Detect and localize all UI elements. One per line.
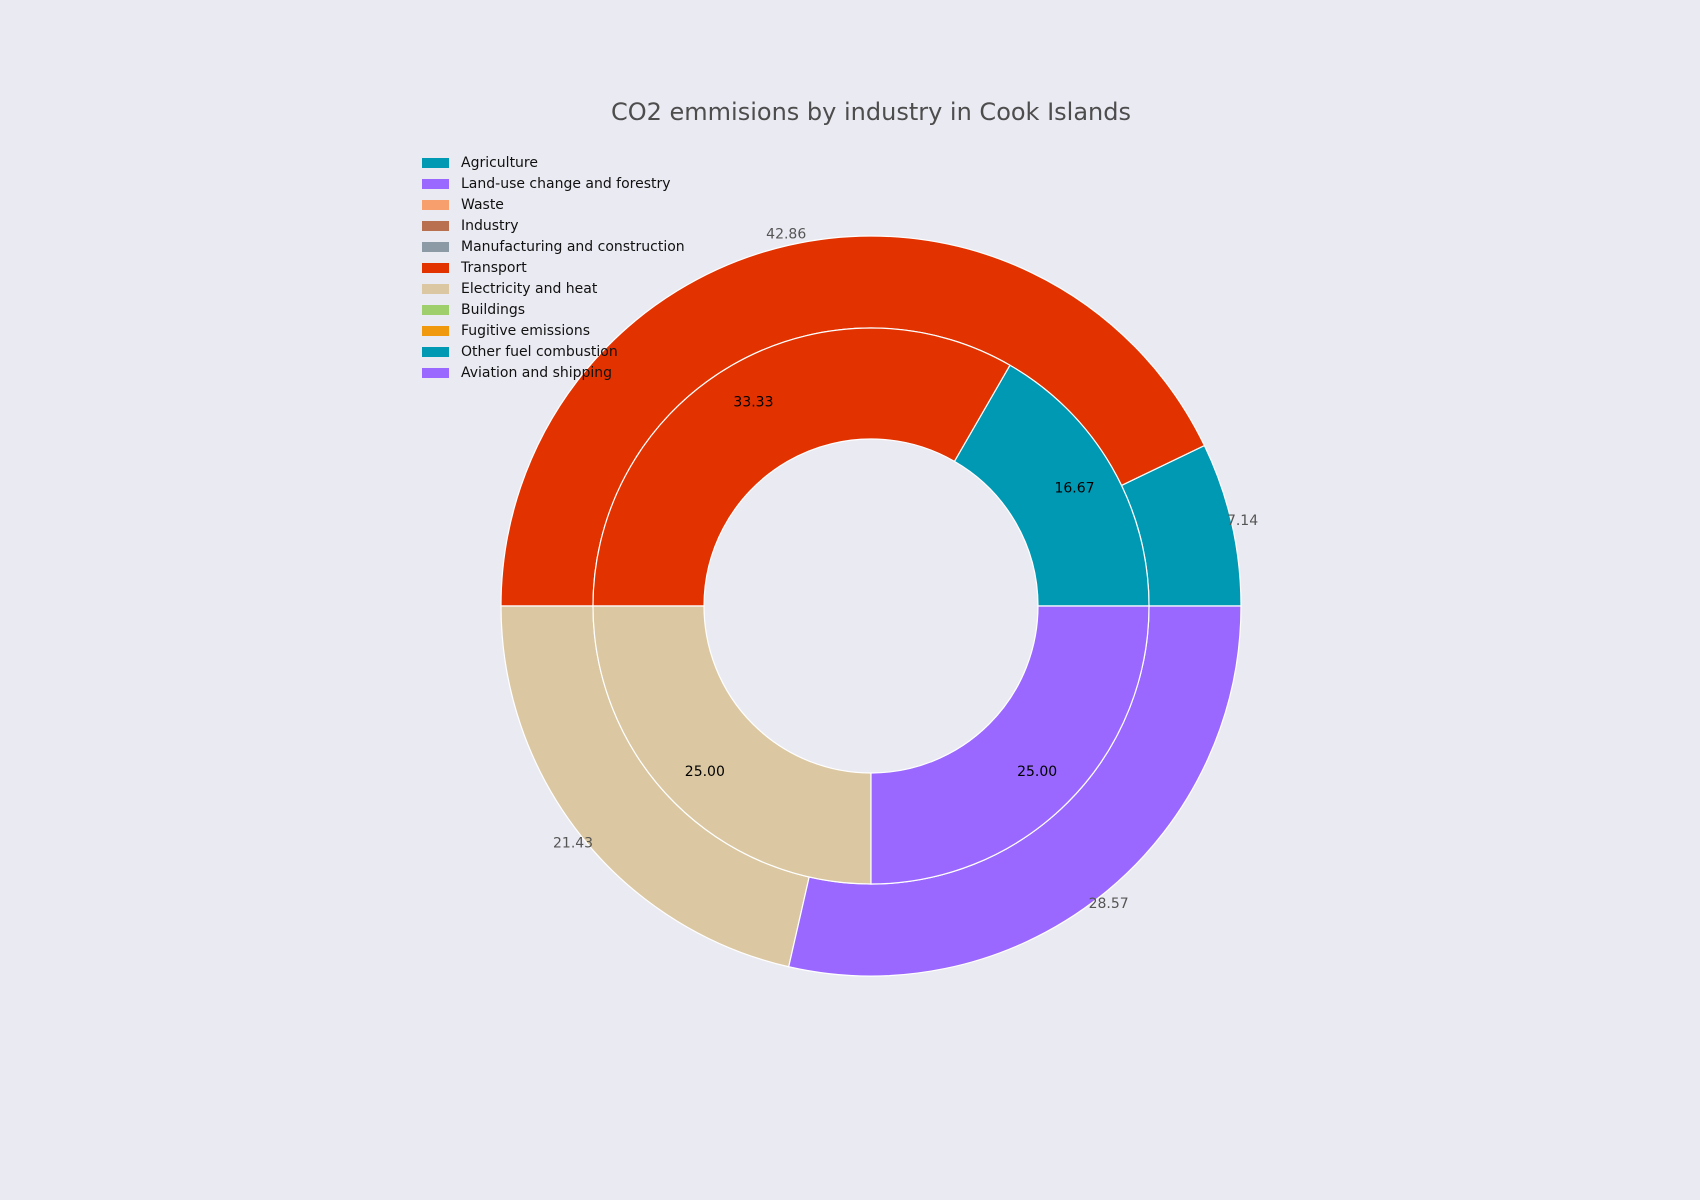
legend-label: Buildings <box>461 301 526 318</box>
outer-slice-label-3: 28.57 <box>1089 896 1129 912</box>
legend-swatch <box>422 304 449 315</box>
legend-label: Transport <box>461 259 527 276</box>
legend-label: Aviation and shipping <box>461 364 613 381</box>
legend-swatch <box>422 157 449 168</box>
legend-label: Fugitive emissions <box>461 322 591 339</box>
legend-swatch <box>422 346 449 357</box>
chart-title: CO2 emmisions by industry in Cook Island… <box>610 98 1131 126</box>
legend-label: Other fuel combustion <box>461 343 618 360</box>
outer-slice-label-1: 42.86 <box>766 226 806 242</box>
legend-label: Electricity and heat <box>461 280 598 297</box>
legend-swatch <box>422 325 449 336</box>
legend-item: Manufacturing and construction <box>422 236 685 257</box>
legend-label: Manufacturing and construction <box>461 238 685 255</box>
legend-label: Land-use change and forestry <box>461 175 671 192</box>
legend-item: Buildings <box>422 299 685 320</box>
inner-slice-label-1: 33.33 <box>733 394 773 410</box>
legend-item: Agriculture <box>422 152 685 173</box>
outer-slice-label-2: 21.43 <box>553 836 593 852</box>
legend-item: Land-use change and forestry <box>422 173 685 194</box>
legend-swatch <box>422 178 449 189</box>
outer-slice-label-0: 7.14 <box>1227 513 1258 529</box>
legend-item: Waste <box>422 194 685 215</box>
legend-swatch <box>422 220 449 231</box>
inner-slice-label-3: 25.00 <box>1017 764 1057 780</box>
legend-item: Transport <box>422 257 685 278</box>
legend-item: Aviation and shipping <box>422 362 685 383</box>
inner-slice-2 <box>592 605 872 885</box>
legend-item: Other fuel combustion <box>422 341 685 362</box>
legend-swatch <box>422 262 449 273</box>
legend-swatch <box>422 283 449 294</box>
legend-label: Industry <box>461 217 519 234</box>
legend-item: Fugitive emissions <box>422 320 685 341</box>
inner-slice-1 <box>592 327 1011 607</box>
legend-swatch <box>422 367 449 378</box>
inner-slice-label-0: 16.67 <box>1054 480 1094 496</box>
legend-item: Electricity and heat <box>422 278 685 299</box>
legend-swatch <box>422 199 449 210</box>
legend-swatch <box>422 241 449 252</box>
legend-label: Agriculture <box>461 154 538 171</box>
inner-slice-label-2: 25.00 <box>685 764 725 780</box>
inner-slice-3 <box>870 605 1150 885</box>
legend-label: Waste <box>461 196 504 213</box>
legend-item: Industry <box>422 215 685 236</box>
chart-legend: Agriculture Land-use change and forestry W… <box>422 152 685 383</box>
